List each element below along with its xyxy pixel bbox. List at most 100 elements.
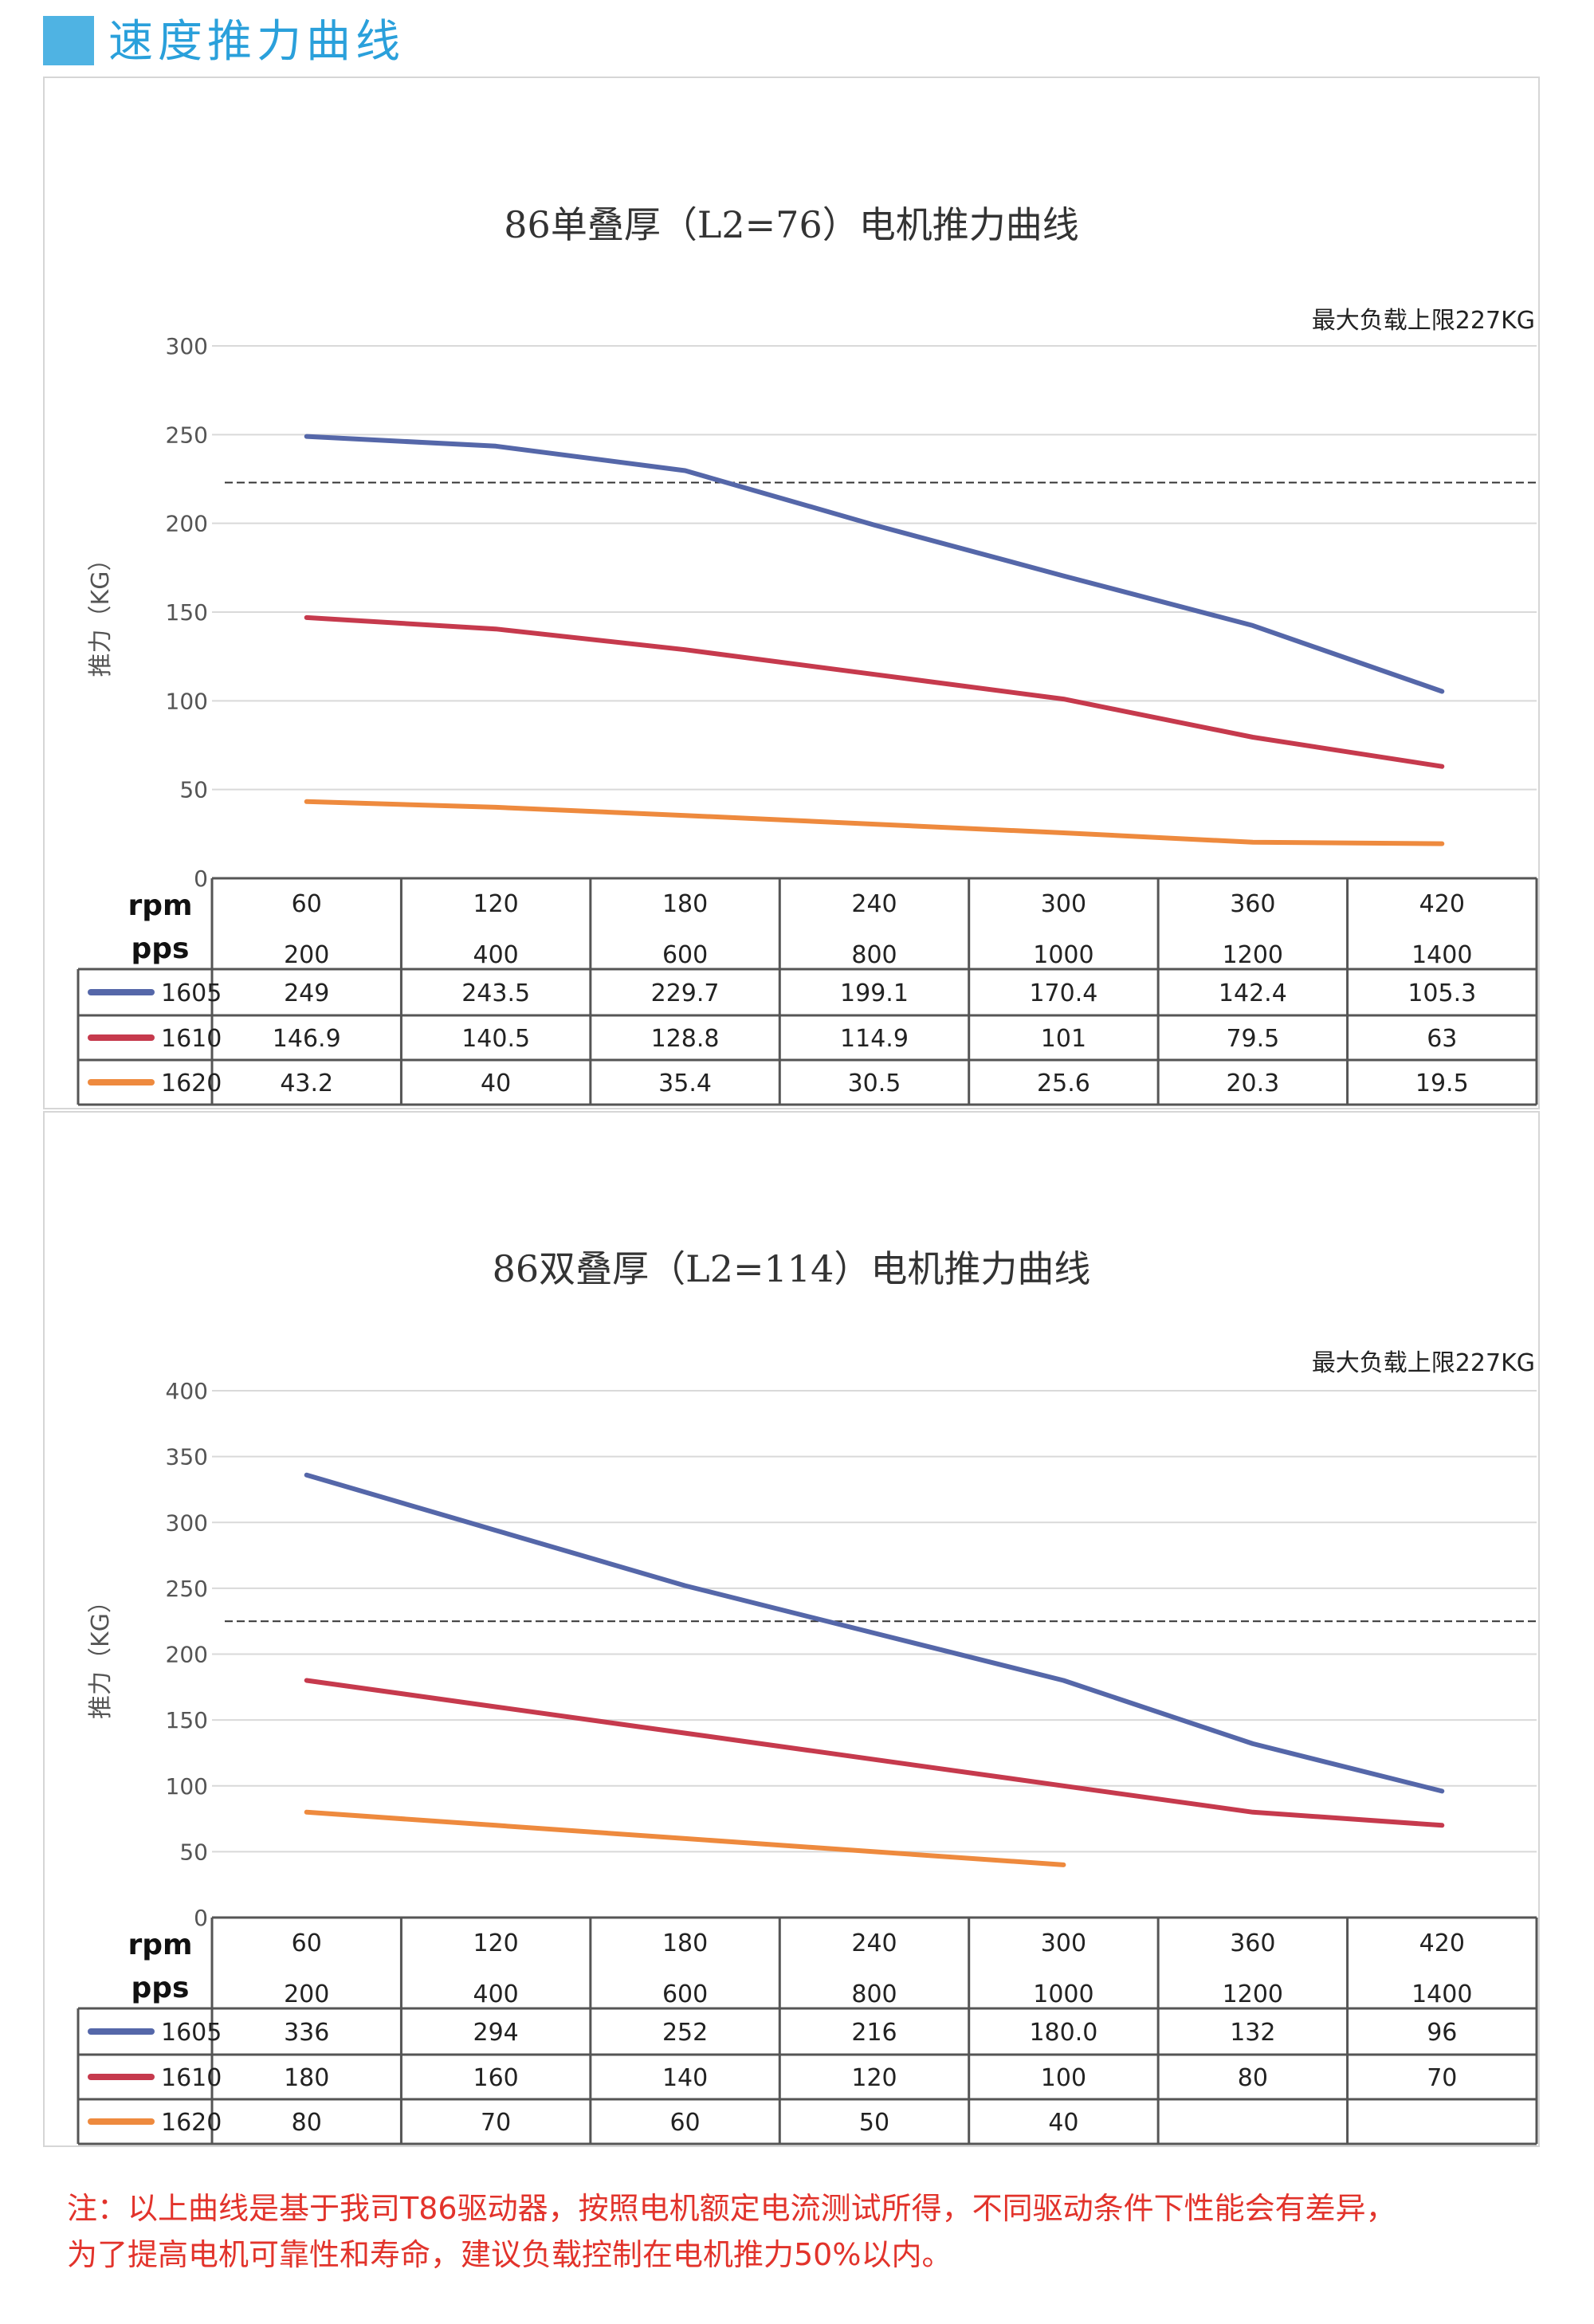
pps-value: 400 bbox=[473, 1981, 519, 2008]
y-axis-label: 推力（KG） bbox=[87, 548, 115, 677]
row-label-rpm: rpm bbox=[128, 889, 192, 922]
pps-value: 1000 bbox=[1033, 1981, 1093, 2008]
rpm-value: 180 bbox=[662, 1929, 708, 1957]
y-axis-label: 推力（KG） bbox=[87, 1589, 115, 1719]
pps-value: 200 bbox=[284, 1981, 329, 2008]
pps-value: 600 bbox=[662, 1981, 708, 2008]
data-label: 252 bbox=[662, 2019, 708, 2047]
data-label: 336 bbox=[284, 2019, 329, 2047]
pps-value: 400 bbox=[473, 941, 519, 969]
legend-label-1620: 1620 bbox=[161, 1070, 222, 1097]
rpm-value: 300 bbox=[1041, 1929, 1086, 1957]
data-label: 249 bbox=[284, 979, 329, 1007]
y-tick-label: 0 bbox=[194, 1905, 208, 1931]
series-line-1610 bbox=[304, 614, 1445, 769]
rpm-value: 420 bbox=[1419, 890, 1465, 918]
data-label: 132 bbox=[1230, 2019, 1275, 2047]
data-label: 140.5 bbox=[461, 1025, 530, 1053]
rpm-value: 420 bbox=[1419, 1929, 1465, 1957]
data-label: 160 bbox=[473, 2064, 519, 2092]
data-label: 101 bbox=[1041, 1025, 1086, 1053]
rpm-value: 120 bbox=[473, 1929, 519, 1957]
y-tick-label: 250 bbox=[166, 422, 208, 448]
data-label: 100 bbox=[1041, 2064, 1086, 2092]
max-load-label: 最大负载上限227KG bbox=[1312, 1349, 1535, 1377]
pps-value: 200 bbox=[284, 941, 329, 969]
rpm-value: 120 bbox=[473, 890, 519, 918]
data-label: 63 bbox=[1427, 1025, 1457, 1053]
data-label: 105.3 bbox=[1408, 979, 1476, 1007]
data-label: 243.5 bbox=[461, 979, 530, 1007]
section-header-marker bbox=[43, 16, 94, 65]
data-label: 180.0 bbox=[1029, 2019, 1097, 2047]
row-label-rpm: rpm bbox=[128, 1929, 192, 1961]
legend-label-1610: 1610 bbox=[161, 1025, 222, 1053]
series-line-1620 bbox=[304, 799, 1445, 846]
pps-value: 1000 bbox=[1033, 941, 1093, 969]
footnote-line-1: 注：以上曲线是基于我司T86驱动器，按照电机额定电流测试所得，不同驱动条件下性能… bbox=[67, 2191, 1396, 2226]
y-tick-label: 0 bbox=[194, 866, 208, 892]
pps-value: 1400 bbox=[1411, 1981, 1472, 2008]
y-tick-label: 200 bbox=[166, 1642, 208, 1668]
rpm-value: 360 bbox=[1230, 890, 1275, 918]
data-label: 35.4 bbox=[658, 1070, 712, 1097]
data-label: 180 bbox=[284, 2064, 329, 2092]
y-tick-label: 150 bbox=[166, 599, 208, 626]
pps-value: 1200 bbox=[1223, 1981, 1283, 2008]
y-tick-label: 250 bbox=[166, 1576, 208, 1602]
data-label: 43.2 bbox=[280, 1070, 333, 1097]
data-label: 30.5 bbox=[848, 1070, 901, 1097]
legend-label-1620: 1620 bbox=[161, 2109, 222, 2137]
max-load-label: 最大负载上限227KG bbox=[1312, 307, 1535, 335]
chart-title: 86双叠厚（L2=114）电机推力曲线 bbox=[493, 1247, 1091, 1290]
pps-value: 800 bbox=[851, 941, 897, 969]
data-label: 50 bbox=[859, 2109, 889, 2137]
data-label: 19.5 bbox=[1415, 1070, 1469, 1097]
y-tick-label: 400 bbox=[166, 1378, 208, 1404]
y-tick-label: 100 bbox=[166, 1773, 208, 1800]
data-label: 80 bbox=[292, 2109, 322, 2137]
y-tick-label: 200 bbox=[166, 511, 208, 537]
row-label-pps: pps bbox=[132, 1972, 190, 2004]
series-line-1605 bbox=[304, 1472, 1445, 1794]
footnote-line-2: 为了提高电机可靠性和寿命，建议负载控制在电机推力50%以内。 bbox=[67, 2237, 952, 2272]
data-label: 96 bbox=[1427, 2019, 1457, 2047]
pps-value: 600 bbox=[662, 941, 708, 969]
legend-label-1605: 1605 bbox=[161, 2019, 222, 2047]
legend-label-1610: 1610 bbox=[161, 2064, 222, 2092]
rpm-value: 180 bbox=[662, 890, 708, 918]
y-tick-label: 50 bbox=[179, 1839, 208, 1865]
y-tick-label: 100 bbox=[166, 688, 208, 714]
footnote: 注：以上曲线是基于我司T86驱动器，按照电机额定电流测试所得，不同驱动条件下性能… bbox=[67, 2185, 1565, 2278]
data-label: 128.8 bbox=[651, 1025, 720, 1053]
data-label: 79.5 bbox=[1226, 1025, 1279, 1053]
chart-title: 86单叠厚（L2=76）电机推力曲线 bbox=[504, 203, 1078, 246]
data-label: 216 bbox=[851, 2019, 897, 2047]
chart-panel-single-stack: 86单叠厚（L2=76）电机推力曲线最大负载上限227KG 0 50 100 150 20… bbox=[43, 77, 1540, 1109]
data-label: 70 bbox=[481, 2109, 511, 2137]
data-label: 140 bbox=[662, 2064, 708, 2092]
rpm-value: 60 bbox=[292, 1929, 322, 1957]
data-label: 294 bbox=[473, 2019, 519, 2047]
pps-value: 1400 bbox=[1411, 941, 1472, 969]
data-label: 142.4 bbox=[1219, 979, 1287, 1007]
pps-value: 800 bbox=[851, 1981, 897, 2008]
data-label: 199.1 bbox=[840, 979, 909, 1007]
data-label: 60 bbox=[669, 2109, 700, 2137]
y-tick-label: 50 bbox=[179, 777, 208, 803]
data-label: 25.6 bbox=[1037, 1070, 1090, 1097]
chart-panel-double-stack: 86双叠厚（L2=114）电机推力曲线 最大负载上限227KG 0 50 100 150 2… bbox=[43, 1111, 1540, 2147]
rpm-value: 60 bbox=[292, 890, 322, 918]
pps-value: 1200 bbox=[1223, 941, 1283, 969]
data-label: 40 bbox=[1048, 2109, 1078, 2137]
data-label: 20.3 bbox=[1226, 1070, 1279, 1097]
y-tick-label: 300 bbox=[166, 333, 208, 359]
y-tick-label: 300 bbox=[166, 1509, 208, 1536]
data-label: 40 bbox=[481, 1070, 511, 1097]
series-line-1605 bbox=[304, 434, 1445, 694]
data-label: 80 bbox=[1238, 2064, 1268, 2092]
data-label: 70 bbox=[1427, 2064, 1457, 2092]
rpm-value: 240 bbox=[851, 1929, 897, 1957]
